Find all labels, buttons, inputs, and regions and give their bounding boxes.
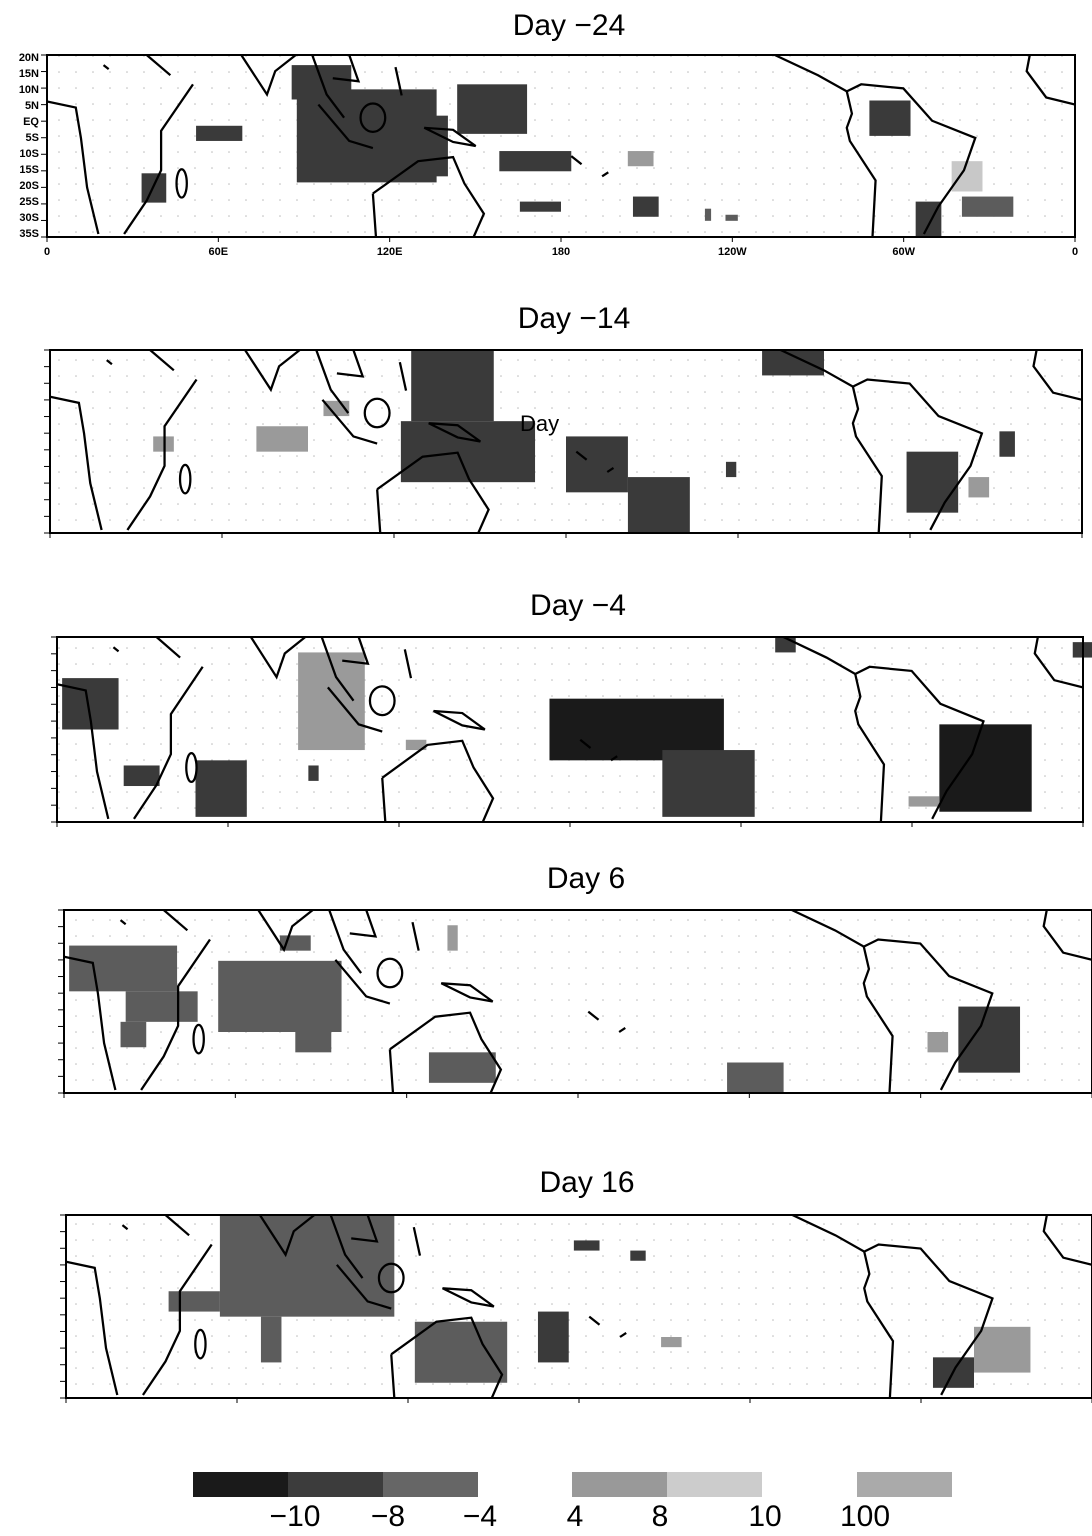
lon-label: 0 xyxy=(44,246,50,258)
legend-label: 10 xyxy=(748,1500,781,1531)
lat-label: 15S xyxy=(19,164,39,176)
anomaly-cell xyxy=(566,436,628,493)
lat-label: 5S xyxy=(26,132,39,144)
anomaly-cell xyxy=(125,991,198,1022)
lat-label: 10S xyxy=(19,148,39,160)
anomaly-cell xyxy=(400,421,536,483)
anomaly-cell xyxy=(123,765,160,787)
legend-swatch xyxy=(288,1472,383,1497)
panel-title: Day −14 xyxy=(518,302,631,335)
lon-label: 60W xyxy=(892,246,915,258)
anomaly-cell xyxy=(661,1337,682,1348)
lat-label: EQ xyxy=(23,116,39,128)
anomaly-cell xyxy=(958,1006,1021,1073)
legend-label: −8 xyxy=(371,1500,405,1531)
anomaly-cell xyxy=(308,765,319,781)
anomaly-cell xyxy=(762,350,824,376)
anomaly-cell xyxy=(927,1032,949,1053)
lat-label: 10N xyxy=(19,84,39,96)
annotation: Day xyxy=(520,411,559,436)
anomaly-cell xyxy=(974,1326,1031,1373)
lat-label: 15N xyxy=(19,68,39,80)
anomaly-cell xyxy=(775,637,796,653)
legend-swatch xyxy=(572,1472,667,1497)
anomaly-cell xyxy=(999,431,1015,457)
anomaly-cell xyxy=(519,201,561,212)
anomaly-cell xyxy=(632,196,659,217)
lat-label: 25S xyxy=(19,196,39,208)
anomaly-cell xyxy=(725,461,737,478)
anomaly-cell xyxy=(627,151,654,167)
anomaly-cell xyxy=(386,115,448,177)
anomaly-cell xyxy=(537,1311,569,1363)
anomaly-cell xyxy=(298,652,365,751)
lon-label: 0 xyxy=(1072,246,1078,258)
anomaly-cell xyxy=(725,214,738,221)
legend-swatch xyxy=(193,1472,288,1497)
lat-label: 5N xyxy=(25,100,39,112)
lat-label: 35S xyxy=(19,228,39,240)
anomaly-cell xyxy=(704,208,712,221)
anomaly-cell xyxy=(908,796,940,807)
anomaly-cell xyxy=(457,84,528,134)
lon-label: 60E xyxy=(209,246,229,258)
panel-title: Day 6 xyxy=(547,862,625,895)
anomaly-cell xyxy=(627,477,690,533)
anomaly-cell xyxy=(295,996,332,1053)
anomaly-cell xyxy=(939,724,1032,812)
anomaly-cell xyxy=(256,426,308,452)
anomaly-cell xyxy=(120,1021,147,1048)
legend-label: −4 xyxy=(463,1500,497,1531)
anomaly-cell xyxy=(573,1240,600,1251)
lon-label: 120E xyxy=(377,246,403,258)
panel-title: Day −4 xyxy=(530,589,626,622)
lat-label: 20N xyxy=(19,52,39,64)
anomaly-cell xyxy=(869,100,911,136)
anomaly-cell xyxy=(499,151,572,172)
anomaly-cell xyxy=(630,1250,646,1261)
panel-title: Day 16 xyxy=(539,1166,634,1199)
anomaly-cell xyxy=(411,350,494,422)
anomaly-cell xyxy=(961,196,1014,217)
anomaly-cell xyxy=(260,1316,282,1363)
legend-label: 4 xyxy=(567,1500,584,1531)
anomaly-cell xyxy=(727,1062,784,1093)
anomaly-cell xyxy=(447,925,458,951)
legend-label: −10 xyxy=(270,1500,321,1531)
legend-swatch xyxy=(667,1472,762,1497)
legend-label: 100 xyxy=(840,1500,890,1531)
lat-label: 20S xyxy=(19,180,39,192)
anomaly-cell xyxy=(196,125,243,141)
anomaly-cell xyxy=(951,161,983,192)
panel-title: Day −24 xyxy=(513,9,626,42)
anomaly-cell xyxy=(69,945,178,992)
lon-label: 120W xyxy=(718,246,747,258)
anomaly-cell xyxy=(168,1291,220,1312)
anomaly-cell xyxy=(968,477,990,498)
anomaly-cell xyxy=(428,1052,496,1083)
legend-label: 8 xyxy=(652,1500,669,1531)
legend-swatch xyxy=(857,1472,952,1497)
anomaly-cell xyxy=(906,451,959,513)
lat-label: 30S xyxy=(19,212,39,224)
anomaly-cell xyxy=(195,760,247,817)
anomaly-cell xyxy=(405,739,427,751)
legend-swatch xyxy=(383,1472,478,1497)
anomaly-cell xyxy=(414,1321,508,1383)
lon-label: 180 xyxy=(552,246,570,258)
anomaly-cell xyxy=(662,750,755,817)
